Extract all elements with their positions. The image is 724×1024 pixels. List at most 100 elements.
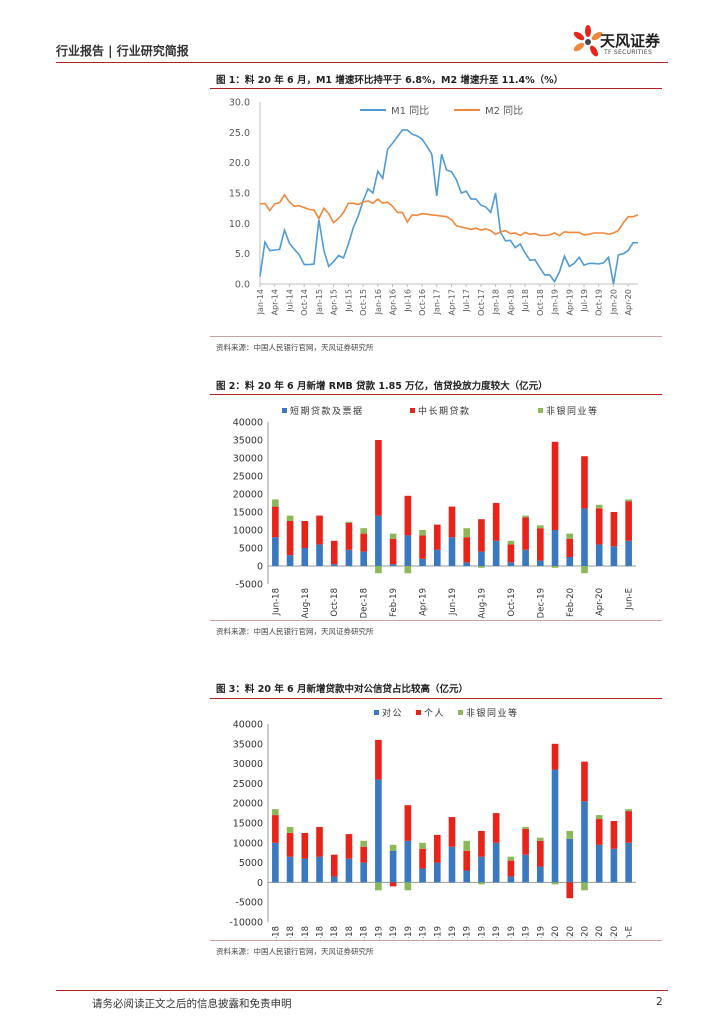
figure-1-top-rule: [210, 88, 662, 89]
bar-segment-series3: [463, 840, 471, 851]
footer-disclaimer: 请务必阅读正文之后的信息披露和免责申明: [92, 998, 292, 1010]
x-tick-label: Jan-18: [492, 289, 501, 315]
y-tick-label: 5000: [239, 544, 263, 555]
x-tick-label: Sep-19: [492, 926, 502, 938]
bar-segment-series3: [581, 566, 588, 574]
bar-segment-series2: [375, 739, 382, 780]
x-tick-label: Oct-15: [359, 289, 368, 316]
y-tick-label: -10000: [229, 918, 263, 929]
bar-segment-series1: [595, 844, 603, 883]
x-tick-label: Nov-18: [345, 926, 355, 938]
y-tick-label: 20.0: [229, 158, 250, 169]
bar-segment-series2: [478, 519, 485, 552]
x-tick-label: Oct-19: [507, 926, 517, 938]
bar-segment-series3: [272, 809, 279, 816]
x-tick-label: Jun-E: [625, 588, 635, 611]
y-tick-label: 0: [257, 562, 263, 573]
legend-label: 非银同业等: [466, 707, 519, 719]
bar-segment-series3: [537, 837, 544, 841]
bar-segment-series3: [551, 882, 559, 885]
bar-segment-series3: [286, 515, 294, 521]
bar-segment-series2: [463, 850, 471, 871]
x-tick-label: Jun-E: [625, 926, 635, 938]
x-tick-label: Apr-17: [447, 289, 456, 315]
bar-segment-series1: [389, 850, 397, 883]
y-tick-label: 15.0: [229, 189, 250, 200]
bar-segment-series1: [463, 562, 471, 566]
x-tick-label: Feb-19: [389, 926, 399, 938]
figure-2-title: 图 2：料 20 年 6 月新增 RMB 贷款 1.85 万亿，信贷投放力度较大…: [216, 381, 548, 392]
bar-segment-series2: [272, 815, 279, 843]
bar-segment-series1: [625, 540, 632, 566]
page-number: 2: [656, 996, 663, 1008]
bar-segment-series1: [478, 856, 485, 883]
x-tick-label: Jan-19: [551, 289, 560, 315]
y-tick-label: 10000: [233, 526, 263, 537]
bar-segment-series3: [272, 499, 279, 507]
x-tick-label: Jun-19: [448, 588, 458, 616]
x-tick-label: Apr-19: [565, 289, 574, 315]
logo-name: 天风证券: [600, 32, 661, 50]
bar-segment-series1: [301, 548, 309, 566]
bar-segment-series2: [448, 817, 456, 847]
footer-divider: [56, 990, 668, 991]
bar-segment-series1: [389, 564, 397, 566]
bar-segment-series1: [478, 551, 485, 566]
bar-segment-series2: [286, 832, 294, 857]
x-tick-label: Dec-19: [536, 926, 546, 938]
figure-2-stacked-bar-chart: -5000 0 5000 10000 15000 20000 25000 30000 35000…: [233, 405, 636, 618]
bar-segment-series1: [419, 868, 426, 883]
bar-segment-series2: [360, 533, 367, 552]
x-tick-label: Apr-19: [419, 588, 429, 616]
bar-segment-series1: [522, 549, 529, 566]
bar-segment-series2: [566, 539, 574, 557]
logo-subtitle: TF SECURITIES: [604, 49, 653, 56]
x-tick-label: Feb-20: [566, 588, 576, 617]
y-tick-label: 25000: [233, 779, 263, 790]
bar-segment-series1: [272, 537, 279, 566]
bar-segment-series1: [507, 876, 515, 883]
figure-1-title: 图 1：料 20 年 6 月，M1 增速环比持平于 6.8%，M2 增速升至 1…: [216, 75, 564, 86]
bar-segment-series1: [551, 530, 559, 566]
y-tick-label: 30000: [233, 454, 263, 465]
bar-segment-series3: [419, 530, 426, 536]
x-tick-label: Aug-19: [477, 588, 487, 618]
x-tick-label: Jan-15: [315, 289, 324, 315]
bar-segment-series2: [433, 834, 441, 863]
bar-segment-series3: [625, 499, 632, 502]
bar-segment-series3: [507, 856, 515, 861]
bar-segment-series3: [463, 528, 471, 538]
x-tick-label: Nov-19: [522, 926, 532, 938]
y-tick-label: 35000: [233, 436, 263, 447]
bar-segment-series2: [507, 860, 515, 877]
x-tick-label: Mar-19: [404, 926, 414, 938]
bar-segment-series2: [419, 535, 426, 559]
x-tick-label: Oct-18: [330, 926, 340, 938]
y-tick-label: -5000: [235, 580, 263, 591]
x-tick-label: Oct-19: [507, 588, 517, 617]
bar-segment-series1: [330, 876, 338, 883]
bar-segment-series3: [507, 540, 515, 545]
bar-segment-series3: [551, 566, 559, 568]
legend-swatch: [458, 710, 463, 715]
bar-segment-series1: [581, 508, 588, 566]
y-tick-label: 40000: [233, 720, 263, 731]
legend-label: M1 同比: [391, 105, 429, 117]
bar-segment-series2: [551, 743, 559, 770]
y-tick-label: 5000: [239, 858, 263, 869]
y-tick-label: 0: [257, 878, 263, 889]
bar-segment-series1: [404, 535, 412, 566]
y-tick-label: 5.0: [235, 249, 250, 260]
legend-label: 非银同业等: [546, 405, 599, 417]
x-tick-label: Jul-17: [462, 289, 471, 313]
bar-segment-series2: [595, 508, 603, 545]
y-tick-label: 25.0: [229, 128, 250, 139]
bar-segment-series1: [492, 540, 500, 566]
x-tick-label: Jun-18: [271, 926, 281, 938]
legend-label: 个人: [424, 708, 445, 719]
x-tick-label: Jun-18: [271, 588, 281, 616]
bar-segment-series2: [433, 524, 441, 550]
y-tick-label: -5000: [235, 898, 263, 909]
bar-segment-series2: [551, 441, 559, 530]
y-tick-label: 30000: [233, 759, 263, 770]
